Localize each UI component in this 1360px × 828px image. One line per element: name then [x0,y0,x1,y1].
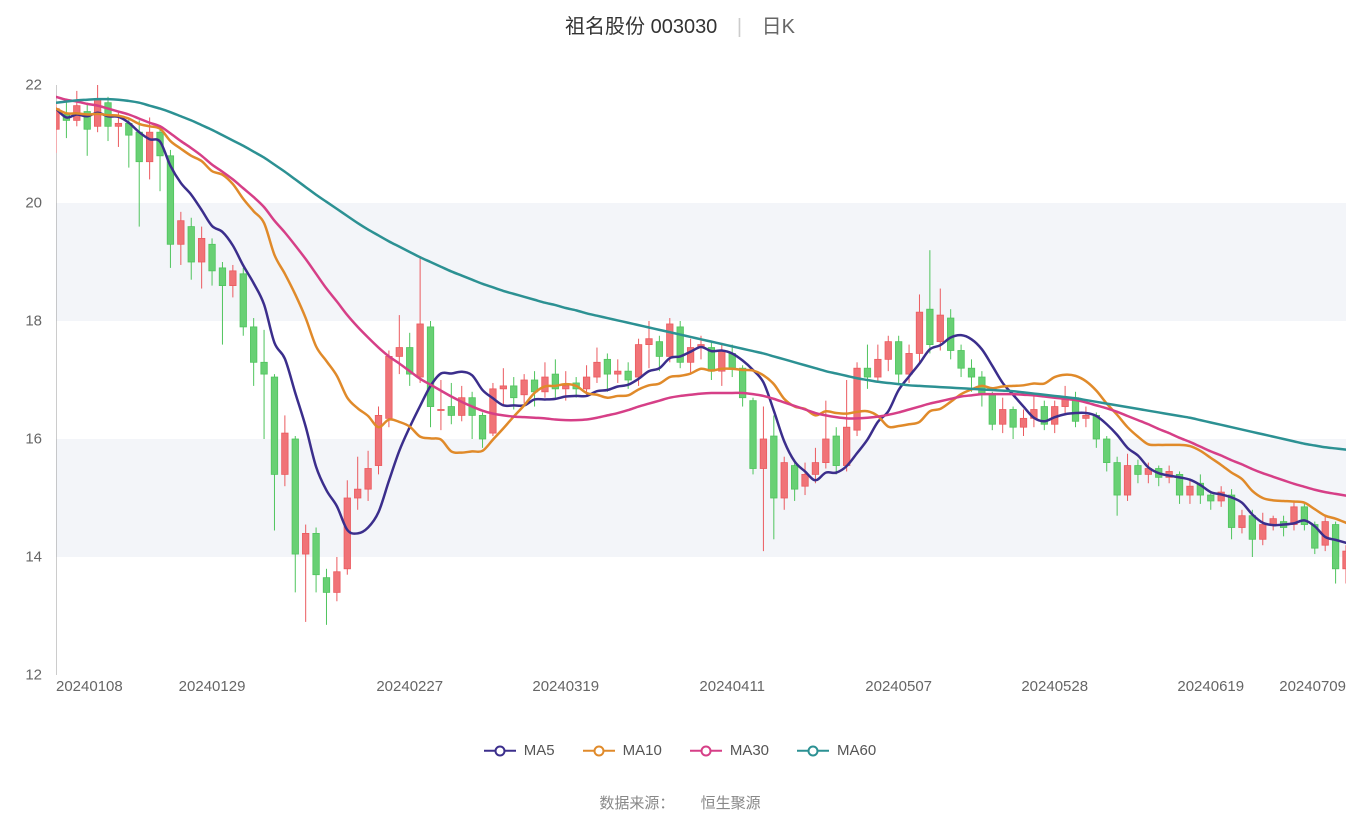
x-tick-label: 20240108 [56,678,123,695]
x-tick-label: 20240619 [1177,678,1244,695]
legend-label: MA30 [730,742,769,759]
y-tick-label: 16 [25,431,42,448]
legend-item-ma10[interactable]: MA10 [583,742,662,759]
x-tick-label: 20240129 [179,678,246,695]
x-tick-label: 20240227 [376,678,443,695]
source-value: 恒生聚源 [701,795,761,812]
chart-type-label: 日K [762,16,795,38]
legend-marker-icon [690,744,722,758]
x-tick-label: 20240411 [699,678,765,695]
source-label: 数据来源： [599,795,674,812]
y-tick-label: 14 [25,549,42,566]
title-separator: | [737,16,742,38]
y-tick-label: 12 [25,667,42,684]
legend-marker-icon [583,744,615,758]
chart-legend: MA5 MA10 MA30 MA60 [0,742,1360,763]
x-axis-labels: 20240108 20240129 20240227 20240319 20240411… [56,678,1346,702]
x-tick-label: 20240709 [1279,678,1346,695]
chart-title: 祖名股份 003030 | 日K [0,0,1360,39]
y-tick-label: 20 [25,195,42,212]
y-axis-labels: 121416182022 [0,85,50,675]
legend-item-ma5[interactable]: MA5 [484,742,555,759]
legend-label: MA10 [623,742,662,759]
legend-item-ma30[interactable]: MA30 [690,742,769,759]
legend-label: MA60 [837,742,876,759]
stock-name-code: 祖名股份 003030 [565,16,717,38]
x-tick-label: 20240319 [532,678,599,695]
legend-label: MA5 [524,742,555,759]
legend-marker-icon [797,744,829,758]
data-source: 数据来源： 恒生聚源 [0,792,1360,813]
legend-marker-icon [484,744,516,758]
candlestick-chart[interactable] [56,85,1346,675]
y-tick-label: 22 [25,77,42,94]
y-tick-label: 18 [25,313,42,330]
x-tick-label: 20240528 [1021,678,1088,695]
x-tick-label: 20240507 [865,678,932,695]
legend-item-ma60[interactable]: MA60 [797,742,876,759]
chart-svg [56,85,1346,675]
